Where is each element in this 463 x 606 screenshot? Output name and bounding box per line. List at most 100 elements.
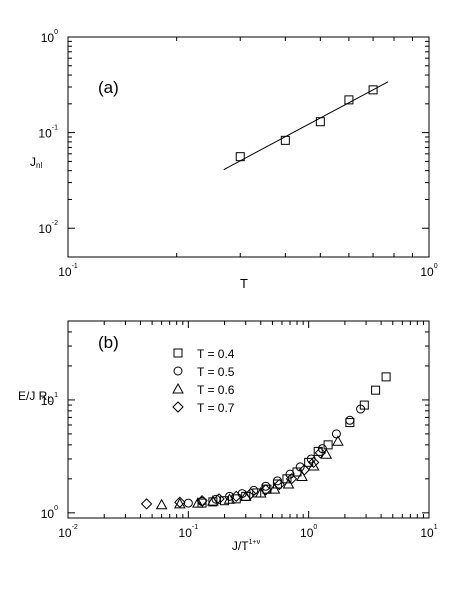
panel-b-triangle-marker <box>223 493 236 504</box>
panel-b-circle-marker <box>183 498 193 508</box>
panel-b-diamond-marker <box>140 498 153 510</box>
panel-a-square-marker <box>280 135 290 145</box>
panel-a-x-tick-label-base: 10 <box>58 265 72 279</box>
panel-b-circle-marker <box>331 429 341 439</box>
panel-b-y-tick-label-base: 10 <box>41 394 55 408</box>
panel-b-plot-frame <box>67 320 430 519</box>
panel-b-circle-marker <box>249 485 259 495</box>
panel-a-square-marker <box>344 95 354 105</box>
panel-b-x-tick-label: 101 <box>420 524 437 540</box>
panel-b-legend: T = 0.4 T = 0.5 T = 0.6 T = 0.7 <box>172 347 235 415</box>
panel-a-minor-ticks <box>68 37 429 257</box>
panel-b-legend-label: T = 0.4 <box>197 347 235 361</box>
panel-b-diamond-marker <box>307 456 320 469</box>
panel-a-x-tick-label-exp: -1 <box>72 263 78 270</box>
panel-b-y-axis-label-main: E/J R <box>18 389 48 403</box>
panel-b-minor-ticks <box>68 321 429 518</box>
panel-a-x-tick-label-base: 10 <box>420 265 434 279</box>
panel-b-x-tick-label-exp: -1 <box>192 524 198 531</box>
panel-b-y-tick-label-base: 10 <box>41 507 55 521</box>
panel-b-circle-marker <box>211 494 221 504</box>
panel-b-x-tick-label-exp: 0 <box>313 524 317 531</box>
panel-a-y-tick-label: 10-1 <box>38 125 58 141</box>
panel-b-circle-marker <box>225 491 235 501</box>
panel-b-y-axis-label: E/J RL <box>18 389 52 404</box>
panel-a-label: (a) <box>98 78 119 97</box>
panel-b-x-axis-label-main: J/T <box>232 539 249 553</box>
panel-a-fit-line <box>223 81 389 171</box>
panel-a-y-axis-label-main: J <box>30 155 36 169</box>
panel-b-x-tick-label-base: 10 <box>58 526 72 540</box>
panel-b-legend-diamond-marker <box>172 401 184 413</box>
panel-b-triangle-marker <box>268 483 281 494</box>
panel-a-y-tick-label-base: 10 <box>38 222 52 236</box>
panel-b-circle-marker <box>345 415 355 425</box>
panel-a-fit-line-group <box>223 81 389 171</box>
panel-a-data-points <box>235 85 378 162</box>
panel-b-circle-marker <box>356 404 366 414</box>
panel-b-x-tick-label: 10-1 <box>179 524 199 540</box>
panel-b-triangle-marker <box>155 498 168 510</box>
panel-b-diamond-marker <box>260 484 272 496</box>
panel-b-circle-marker <box>285 469 295 479</box>
panel-b-diamond-marker <box>213 493 225 505</box>
panel-a-x-tick-label-exp: 0 <box>434 263 438 270</box>
panel-a-square-marker <box>368 85 378 95</box>
panel-b-x-tick-label-exp: -2 <box>72 524 78 531</box>
panel-b-square-marker <box>323 440 333 450</box>
panel-b-triangle-marker <box>192 497 204 508</box>
panel-b-circle-marker <box>261 481 271 491</box>
panel-b-diamond-marker <box>273 478 285 491</box>
panel-b-x-tick-label-base: 10 <box>420 526 434 540</box>
panel-a-y-axis-label: Jnl <box>30 155 42 170</box>
panel-b-diamond-marker <box>230 490 242 503</box>
panel-a-y-axis-label-sub: nl <box>36 161 42 170</box>
panel-b-x-tick-label-base: 10 <box>179 526 193 540</box>
panel-b-legend-circle-marker <box>173 366 183 376</box>
panel-a-y-tick-label: 100 <box>41 29 58 45</box>
panel-a-y-tick-label-base: 10 <box>38 127 52 141</box>
panel-b-legend-square-marker <box>173 348 183 358</box>
panel-a-y-tick-label-exp: -2 <box>52 220 58 227</box>
panel-b-diamond-marker <box>298 464 311 476</box>
panel-a-x-tick-labels: 10-1 100 <box>58 263 438 279</box>
panel-a-y-tick-label-base: 10 <box>41 31 55 45</box>
panel-b-x-tick-label-base: 10 <box>300 526 314 540</box>
panel-b-legend-triangle-marker <box>172 382 184 394</box>
panel-b-diamond-marker <box>285 473 298 485</box>
panel-b-triangle-marker <box>332 435 344 446</box>
panel-b-diamond-marker <box>174 496 186 508</box>
panel-b-square-marker <box>220 496 230 506</box>
panel-b-square-marker <box>381 372 391 382</box>
panel-a-y-tick-label-exp: -1 <box>52 125 58 132</box>
panel-a-square-marker <box>235 152 245 162</box>
panel-b-x-tick-label: 10-2 <box>58 524 78 540</box>
panel-b-x-tick-label-exp: 1 <box>434 524 438 531</box>
panel-a-square-marker <box>315 117 325 127</box>
panel-b-diamond-marker <box>196 495 208 507</box>
panel-b-y-tick-label-exp: 0 <box>54 505 58 512</box>
panel-b-x-axis-label: J/T1+ν <box>232 539 261 553</box>
panel-b-square-marker <box>371 385 381 395</box>
panel-a-plot-frame <box>67 36 430 258</box>
panel-b-legend-label: T = 0.6 <box>197 383 235 397</box>
panel-b-legend-label: T = 0.5 <box>197 365 235 379</box>
panel-b-y-tick-label-exp: 1 <box>54 392 58 399</box>
panel-b-y-tick-label: 101 <box>41 392 58 408</box>
panel-a-x-tick-label: 100 <box>420 263 437 279</box>
panel-a-y-tick-label: 10-2 <box>38 220 58 236</box>
panel-b-legend-label: T = 0.7 <box>197 401 235 415</box>
panel-b-y-axis-label-sub: L <box>47 395 52 404</box>
panel-a-y-tick-label-exp: 0 <box>54 29 58 36</box>
panel-b-diamond-marker <box>314 447 327 459</box>
panel-b-x-tick-labels: 10-2 10-1 100 101 <box>58 524 438 540</box>
panel-b-circle-marker <box>272 476 282 486</box>
panel-b-label: (b) <box>98 333 119 352</box>
panel-b-x-axis-label-sup: 1+ν <box>249 539 261 546</box>
panel-b-square-marker <box>345 418 355 428</box>
panel-b-diamond-marker <box>245 487 257 500</box>
